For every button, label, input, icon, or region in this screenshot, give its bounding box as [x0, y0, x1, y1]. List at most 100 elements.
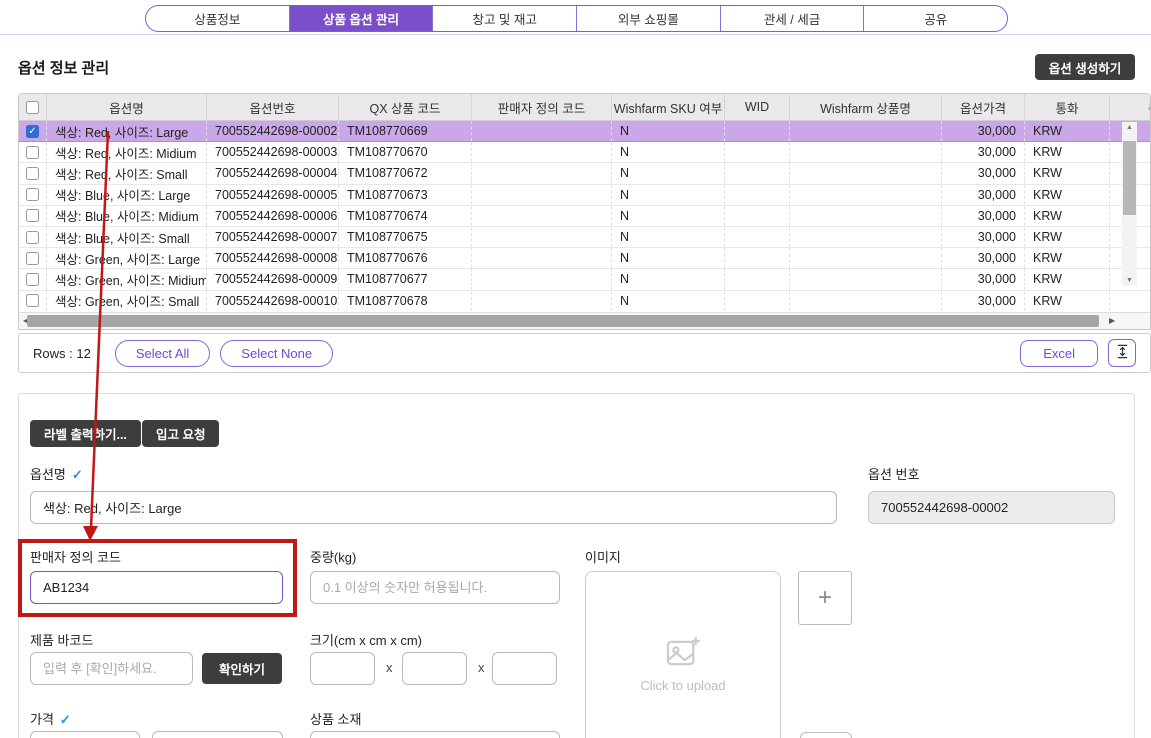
col-wid: WID	[724, 94, 789, 120]
tab-product-info[interactable]: 상품정보	[194, 13, 241, 27]
horizontal-scroll-thumb[interactable]	[27, 315, 1099, 327]
material-label: 상품 소재	[310, 712, 362, 727]
image-upload-dropzone[interactable]: Click to upload	[585, 571, 781, 738]
barcode-confirm-button[interactable]: 확인하기	[202, 653, 282, 684]
barcode-input[interactable]	[30, 652, 193, 685]
table-footer: Rows : 12 Select All Select None Excel	[18, 333, 1151, 373]
row-checkbox[interactable]	[19, 163, 46, 183]
create-option-button[interactable]: 옵션 생성하기	[1035, 54, 1135, 80]
col-option-no: 옵션번호	[206, 94, 338, 120]
price-label: 가격 ✓	[30, 712, 71, 727]
table-row[interactable]: 색상: Green, 사이즈: Midium 700552442698-0000…	[19, 269, 1150, 291]
table-row[interactable]: 색상: Green, 사이즈: Large 700552442698-00008…	[19, 248, 1150, 270]
tab-warehouse-stock[interactable]: 창고 및 재고	[432, 6, 576, 31]
table-row[interactable]: 색상: Red, 사이즈: Midium 700552442698-00003 …	[19, 142, 1150, 164]
row-checkbox[interactable]	[19, 269, 46, 289]
image-label: 이미지	[585, 550, 621, 565]
tab-product-options[interactable]: 상품 옵션 관리	[288, 6, 433, 31]
checkbox-icon[interactable]	[26, 230, 39, 244]
scroll-right-icon[interactable]: ▶	[1109, 316, 1116, 325]
image-upload-icon	[664, 634, 702, 677]
tab-share[interactable]: 공유	[863, 6, 1007, 31]
checkbox-icon[interactable]	[26, 100, 39, 114]
tab-customs-tax[interactable]: 관세 / 세금	[719, 6, 864, 31]
valid-check-icon: ✓	[59, 712, 71, 727]
header-select-all-checkbox[interactable]	[19, 94, 46, 120]
table-row[interactable]: 색상: Blue, 사이즈: Midium 700552442698-00006…	[19, 205, 1150, 227]
vertical-scroll-thumb[interactable]	[1123, 141, 1136, 215]
size-depth-input[interactable]	[402, 652, 467, 685]
col-option-name: 옵션명	[46, 94, 206, 120]
row-checkbox[interactable]	[19, 142, 46, 162]
row-checkbox[interactable]	[19, 227, 46, 247]
size-separator: x	[478, 660, 485, 675]
checkbox-icon[interactable]	[26, 294, 39, 308]
checkbox-icon[interactable]: ✓	[26, 124, 39, 138]
weight-label: 중량(kg)	[310, 550, 357, 565]
table-row[interactable]: 색상: Blue, 사이즈: Large 700552442698-00005 …	[19, 184, 1150, 206]
add-image-button[interactable]: +	[798, 571, 852, 625]
header-divider	[0, 34, 1151, 35]
col-seller-code: 판매자 정의 코드	[471, 94, 611, 120]
expand-rows-button[interactable]	[1108, 339, 1136, 367]
table-row[interactable]: ✓ 색상: Red, 사이즈: Large 700552442698-00002…	[19, 121, 1150, 143]
tab-bar: 상품정보 상품 옵션 관리 창고 및 재고 외부 쇼핑몰 관세 / 세금 공유	[145, 5, 1008, 32]
checkbox-icon[interactable]	[26, 209, 39, 223]
upload-hint-text: Click to upload	[640, 678, 726, 693]
table-header-row: 옵션명 옵션번호 QX 상품 코드 판매자 정의 코드 Wishfarm SKU…	[19, 94, 1150, 121]
scroll-left-icon[interactable]: ◀	[23, 316, 29, 325]
row-checkbox[interactable]	[19, 206, 46, 226]
table-row[interactable]: 색상: Green, 사이즈: Small 700552442698-00010…	[19, 290, 1150, 311]
horizontal-scrollbar[interactable]: ◀ ▶	[19, 312, 1150, 329]
seller-code-input[interactable]	[30, 571, 283, 604]
col-wishfarm-name: Wishfarm 상품명	[789, 94, 941, 120]
checkbox-icon[interactable]	[26, 251, 39, 265]
select-none-button[interactable]: Select None	[220, 339, 334, 367]
scroll-up-icon[interactable]: ▲	[1126, 124, 1133, 131]
option-number-label: 옵션 번호	[868, 467, 920, 482]
weight-input[interactable]	[310, 571, 560, 604]
print-label-button[interactable]: 라벨 출력하기...	[30, 420, 141, 447]
col-wishfarm-sku: Wishfarm SKU 여부	[611, 94, 724, 120]
scroll-down-icon[interactable]: ▼	[1126, 277, 1133, 284]
row-checkbox[interactable]	[19, 248, 46, 268]
checkbox-icon[interactable]	[26, 145, 39, 159]
option-number-input	[868, 491, 1115, 524]
checkbox-icon[interactable]	[26, 188, 39, 202]
col-option-price: 옵션가격	[941, 94, 1024, 120]
inbound-request-button[interactable]: 입고 요청	[142, 420, 220, 447]
add-image-secondary-button[interactable]	[800, 732, 852, 738]
col-total-stock: 총재	[1109, 94, 1150, 120]
row-checkbox[interactable]: ✓	[19, 121, 46, 141]
option-name-input[interactable]	[30, 491, 837, 524]
row-checkbox[interactable]	[19, 291, 46, 311]
rows-count: Rows : 12	[33, 345, 91, 361]
col-currency: 통화	[1024, 94, 1109, 120]
select-all-button[interactable]: Select All	[114, 339, 211, 367]
table-row[interactable]: 색상: Red, 사이즈: Small 700552442698-00004 T…	[19, 163, 1150, 185]
options-table: 옵션명 옵션번호 QX 상품 코드 판매자 정의 코드 Wishfarm SKU…	[18, 93, 1151, 330]
col-qx-code: QX 상품 코드	[338, 94, 471, 120]
price-currency-input[interactable]	[30, 731, 140, 738]
expand-rows-icon	[1115, 344, 1130, 362]
barcode-label: 제품 바코드	[30, 633, 94, 648]
section-title: 옵션 정보 관리	[18, 60, 110, 77]
table-row[interactable]: 색상: Blue, 사이즈: Small 700552442698-00007 …	[19, 226, 1150, 249]
plus-icon: +	[817, 584, 832, 611]
size-width-input[interactable]	[310, 652, 375, 685]
size-separator: x	[386, 660, 393, 675]
size-label: 크기(cm x cm x cm)	[310, 633, 423, 648]
table-body: ✓ 색상: Red, 사이즈: Large 700552442698-00002…	[19, 121, 1150, 311]
excel-export-button[interactable]: Excel	[1020, 339, 1098, 367]
checkbox-icon[interactable]	[26, 272, 39, 286]
row-checkbox[interactable]	[19, 185, 46, 205]
tab-external-malls[interactable]: 외부 쇼핑몰	[576, 6, 720, 31]
valid-check-icon: ✓	[71, 467, 83, 482]
checkbox-icon[interactable]	[26, 166, 39, 180]
price-amount-input[interactable]	[152, 731, 283, 738]
seller-code-label: 판매자 정의 코드	[30, 550, 121, 565]
material-input[interactable]	[310, 731, 560, 738]
option-name-label: 옵션명 ✓	[30, 467, 83, 482]
size-height-input[interactable]	[492, 652, 557, 685]
